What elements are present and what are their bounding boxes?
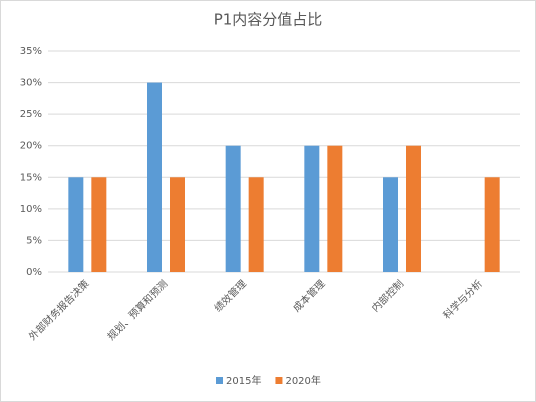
y-tick-label: 0% bbox=[26, 267, 42, 278]
bar bbox=[406, 145, 421, 272]
y-tick-label: 25% bbox=[20, 109, 42, 120]
y-tick-label: 35% bbox=[20, 46, 42, 57]
bar bbox=[327, 145, 343, 272]
y-tick-label: 15% bbox=[20, 172, 42, 183]
bar bbox=[91, 177, 107, 272]
y-tick-label: 20% bbox=[20, 141, 42, 152]
bar bbox=[383, 177, 398, 272]
y-tick-label: 30% bbox=[20, 78, 42, 89]
bar bbox=[248, 177, 264, 272]
bar bbox=[68, 177, 84, 272]
legend-label: 2020年 bbox=[285, 374, 320, 387]
y-tick-label: 10% bbox=[20, 204, 42, 215]
legend-swatch bbox=[275, 377, 283, 384]
chart-title: P1内容分值占比 bbox=[214, 11, 323, 29]
bar bbox=[304, 145, 320, 272]
bar bbox=[484, 177, 500, 272]
bar bbox=[170, 177, 185, 272]
bar bbox=[225, 145, 241, 272]
y-tick-label: 5% bbox=[26, 235, 42, 246]
bar bbox=[147, 82, 162, 272]
legend-label: 2015年 bbox=[226, 374, 261, 387]
legend-swatch bbox=[216, 377, 223, 384]
